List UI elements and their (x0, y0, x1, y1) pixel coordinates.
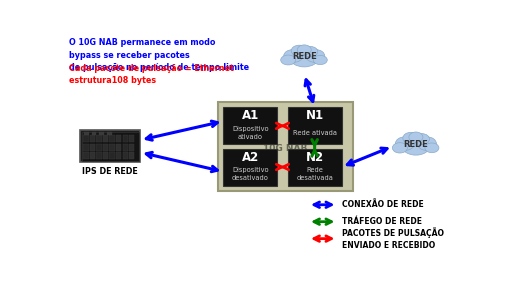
Text: TRÁFEGO DE REDE: TRÁFEGO DE REDE (342, 217, 422, 226)
Ellipse shape (417, 137, 436, 150)
Ellipse shape (425, 143, 439, 153)
Bar (96, 144, 102, 151)
Ellipse shape (290, 50, 318, 67)
Bar (116, 152, 121, 159)
Bar (122, 135, 128, 142)
Bar (109, 144, 115, 151)
Bar (116, 144, 121, 151)
Ellipse shape (395, 137, 414, 150)
Text: Dispositivo
ativado: Dispositivo ativado (232, 126, 269, 140)
Text: CONEXÃO DE REDE: CONEXÃO DE REDE (342, 200, 424, 209)
Bar (116, 135, 121, 142)
Bar (83, 135, 88, 142)
Text: 10G NAB: 10G NAB (263, 144, 307, 153)
Text: IPS DE REDE: IPS DE REDE (82, 167, 138, 176)
Bar (96, 135, 102, 142)
Text: A1: A1 (242, 109, 259, 122)
Text: A2: A2 (242, 150, 259, 163)
Bar (129, 152, 135, 159)
Text: Rede
desativada: Rede desativada (296, 167, 333, 181)
Bar (90, 152, 95, 159)
FancyBboxPatch shape (80, 130, 140, 163)
FancyBboxPatch shape (218, 102, 353, 191)
Ellipse shape (409, 132, 423, 142)
Ellipse shape (284, 50, 303, 62)
Ellipse shape (306, 50, 325, 62)
Bar (107, 132, 112, 135)
FancyBboxPatch shape (288, 148, 342, 185)
Bar (122, 152, 128, 159)
Text: O 10G NAB permanece em modo
bypass se receber pacotes
de pulsação no período de : O 10G NAB permanece em modo bypass se re… (68, 39, 249, 73)
Text: Dispositivo
desativado: Dispositivo desativado (232, 167, 269, 181)
Bar (99, 132, 104, 135)
Bar (103, 152, 108, 159)
Text: REDE: REDE (403, 140, 428, 149)
Bar (83, 144, 88, 151)
Text: Rede ativada: Rede ativada (292, 130, 337, 136)
Bar (109, 135, 115, 142)
Bar (122, 144, 128, 151)
Ellipse shape (402, 137, 430, 155)
FancyBboxPatch shape (82, 132, 139, 161)
Text: N2: N2 (305, 150, 324, 163)
Text: REDE: REDE (292, 52, 317, 61)
Ellipse shape (313, 55, 327, 65)
Bar (129, 135, 135, 142)
Bar (103, 144, 108, 151)
Ellipse shape (303, 46, 318, 57)
Ellipse shape (281, 55, 296, 65)
FancyBboxPatch shape (224, 148, 277, 185)
Bar (129, 144, 135, 151)
Text: Cada pacote de pulsação = Ethernet
estrutura108 bytes: Cada pacote de pulsação = Ethernet estru… (68, 64, 233, 85)
Bar (109, 152, 115, 159)
Text: N1: N1 (305, 109, 324, 122)
Ellipse shape (403, 132, 419, 144)
Bar (90, 135, 95, 142)
Text: PACOTES DE PULSAÇÃO
ENVIADO E RECEBIDO: PACOTES DE PULSAÇÃO ENVIADO E RECEBIDO (342, 227, 444, 250)
Ellipse shape (414, 134, 429, 144)
FancyBboxPatch shape (224, 107, 277, 144)
Bar (90, 144, 95, 151)
FancyBboxPatch shape (288, 107, 342, 144)
Bar (83, 152, 88, 159)
Bar (96, 152, 102, 159)
Bar (84, 132, 88, 135)
Bar (91, 132, 96, 135)
Bar (103, 135, 108, 142)
Ellipse shape (297, 45, 311, 55)
Ellipse shape (392, 143, 408, 153)
Ellipse shape (291, 45, 307, 56)
